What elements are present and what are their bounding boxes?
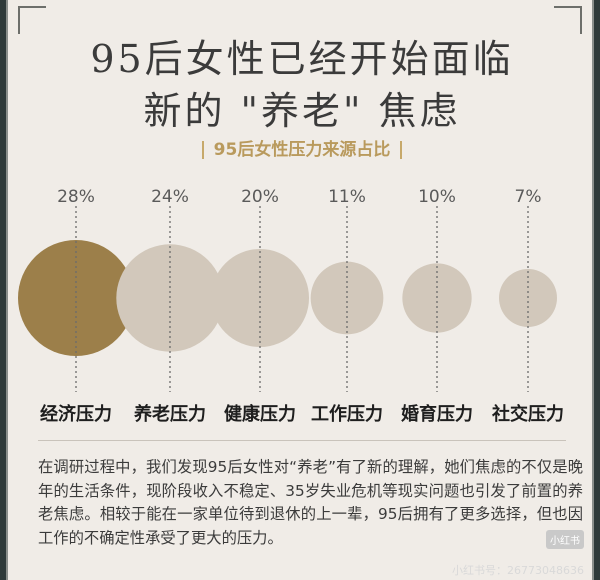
- category-label: 社交压力: [492, 403, 564, 425]
- category-label: 健康压力: [224, 403, 296, 425]
- value-label: 11%: [328, 187, 366, 207]
- divider: [38, 440, 566, 441]
- category-label: 养老压力: [133, 403, 206, 425]
- infographic-card: 95后女性已经开始面临 新的 "养老" 焦虑 95后女性压力来源占比 28% 经济…: [6, 0, 594, 580]
- value-label: 24%: [151, 187, 189, 207]
- category-label: 经济压力: [40, 403, 112, 425]
- value-label: 7%: [515, 187, 542, 207]
- value-label: 28%: [57, 187, 95, 207]
- value-label: 10%: [418, 187, 456, 207]
- page-title-line2: 新的 "养老" 焦虑: [143, 89, 461, 133]
- category-label: 婚育压力: [401, 403, 473, 425]
- chart-title-wrap: 95后女性压力来源占比: [8, 140, 596, 159]
- chart-title: 95后女性压力来源占比: [201, 141, 403, 159]
- corner-decoration-left: [18, 6, 46, 34]
- page-title-line1: 95后女性已经开始面临: [90, 37, 514, 81]
- corner-decoration-right: [554, 6, 582, 34]
- value-label: 20%: [241, 187, 279, 207]
- bubble-chart: 28% 经济压力 24% 养老压力 20% 健康压力 11% 工作压力 10% 婚育压力 7% 社交压…: [18, 187, 564, 425]
- category-label: 工作压力: [311, 403, 383, 425]
- body-paragraph: 在调研过程中，我们发现95后女性对“养老”有了新的理解，她们焦虑的不仅是晚年的生…: [38, 458, 583, 547]
- watermark-badge: 小红书: [546, 530, 584, 549]
- watermark-text: 小红书号：26773048636: [452, 564, 584, 577]
